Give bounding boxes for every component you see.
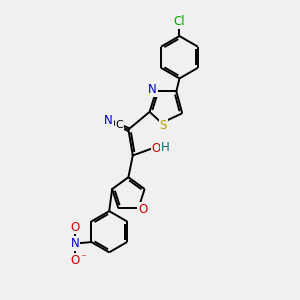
Text: N: N bbox=[71, 237, 80, 250]
Text: N: N bbox=[148, 83, 157, 96]
Text: N: N bbox=[104, 114, 113, 127]
Text: Cl: Cl bbox=[174, 15, 185, 28]
Text: O: O bbox=[70, 254, 80, 266]
Text: O: O bbox=[138, 203, 148, 216]
Text: ⁻: ⁻ bbox=[80, 253, 86, 263]
Text: O: O bbox=[152, 142, 161, 155]
Text: O: O bbox=[70, 220, 80, 233]
Text: C: C bbox=[116, 120, 123, 130]
Text: H: H bbox=[161, 141, 170, 154]
Text: S: S bbox=[159, 119, 167, 132]
